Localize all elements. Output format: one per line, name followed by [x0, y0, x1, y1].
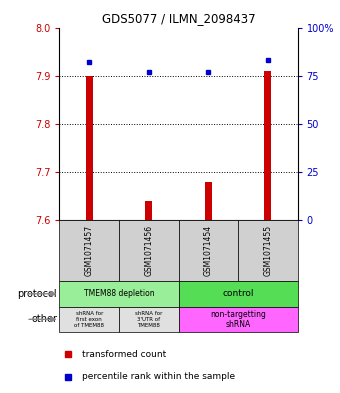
Text: GSM1071456: GSM1071456 [144, 225, 153, 276]
Bar [119, 307, 178, 332]
Text: other: other [31, 314, 57, 324]
Bar [264, 71, 271, 220]
Bar [59, 307, 119, 332]
Text: GSM1071454: GSM1071454 [204, 225, 213, 276]
Bar [119, 220, 178, 281]
Text: shRNA for
first exon
of TMEM88: shRNA for first exon of TMEM88 [74, 311, 104, 328]
Bar [59, 220, 119, 281]
Text: shRNA for
3'UTR of
TMEM88: shRNA for 3'UTR of TMEM88 [135, 311, 163, 328]
Bar [145, 201, 152, 220]
Bar [178, 307, 298, 332]
Text: GSM1071455: GSM1071455 [263, 225, 272, 276]
Title: GDS5077 / ILMN_2098437: GDS5077 / ILMN_2098437 [102, 12, 255, 25]
Text: non-targetting
shRNA: non-targetting shRNA [210, 310, 266, 329]
Text: GSM1071457: GSM1071457 [85, 225, 94, 276]
Bar [205, 182, 212, 220]
Text: transformed count: transformed count [82, 350, 166, 359]
Bar [238, 220, 298, 281]
Bar [86, 75, 93, 220]
Text: TMEM88 depletion: TMEM88 depletion [84, 289, 154, 298]
Bar [178, 281, 298, 307]
Bar [59, 281, 178, 307]
Text: percentile rank within the sample: percentile rank within the sample [82, 372, 235, 381]
Text: protocol: protocol [17, 289, 57, 299]
Text: control: control [222, 289, 254, 298]
Bar [178, 220, 238, 281]
